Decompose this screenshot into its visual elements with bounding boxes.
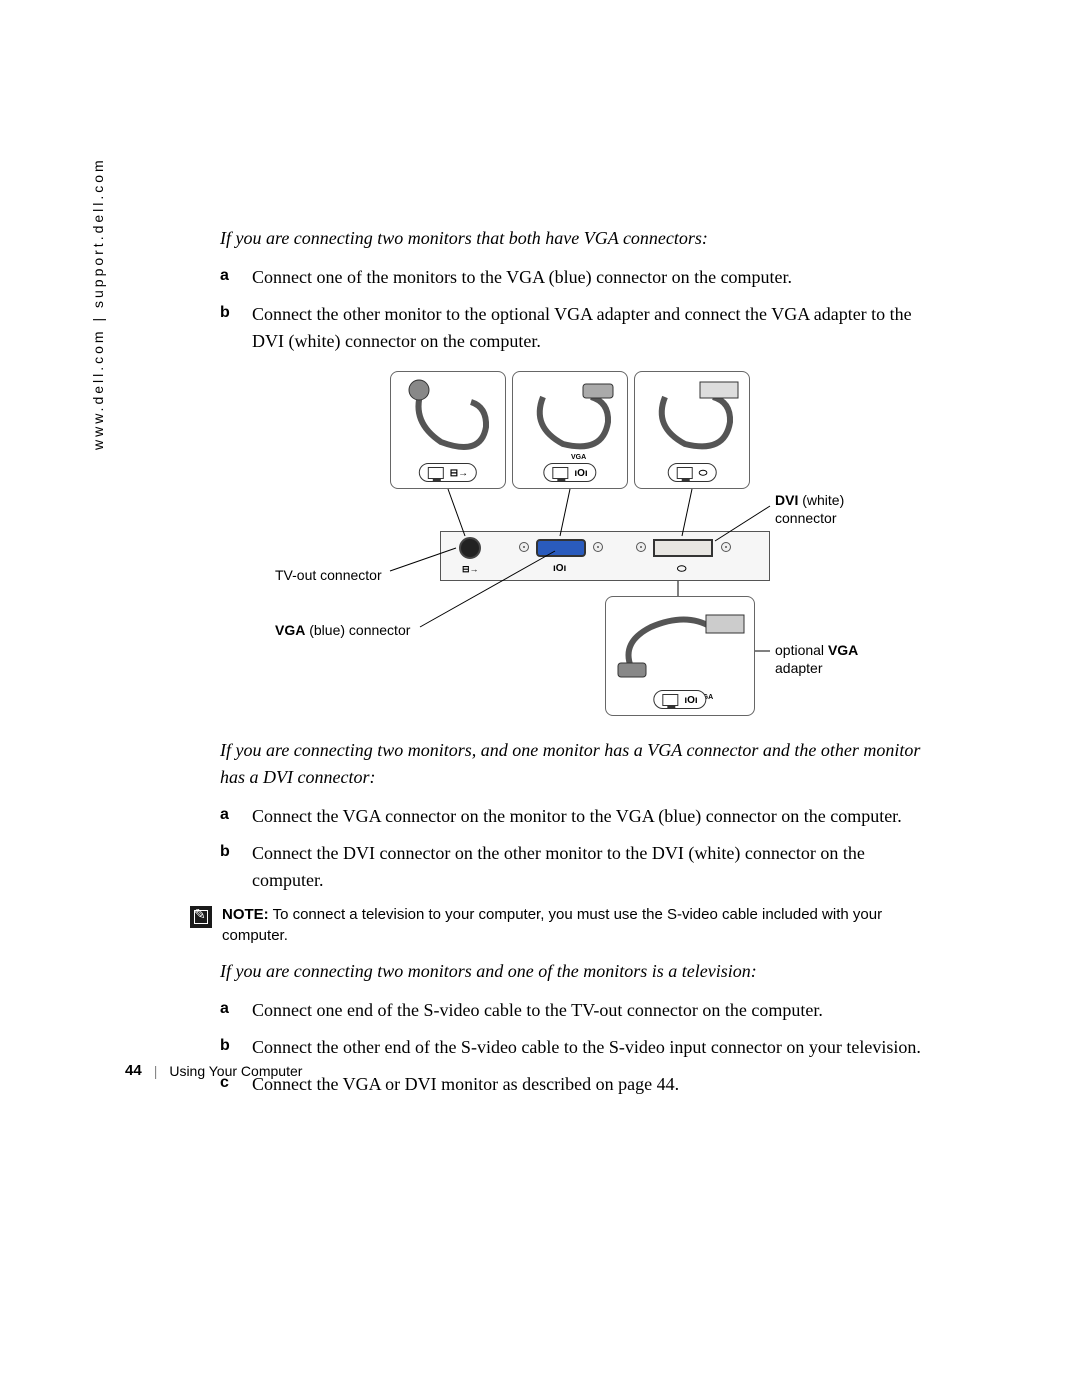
step-item: b Connect the other end of the S-video c… xyxy=(220,1034,940,1061)
step-text: Connect the other end of the S-video cab… xyxy=(252,1034,940,1061)
step-text: Connect the other monitor to the optiona… xyxy=(252,301,940,355)
step-text: Connect one end of the S-video cable to … xyxy=(252,997,940,1024)
monitor-icon xyxy=(677,467,693,479)
step-text: Connect the VGA connector on the monitor… xyxy=(252,803,940,830)
step-letter: b xyxy=(220,840,252,894)
vga-glyph-icon: ıOı xyxy=(574,468,587,479)
vga-glyph-icon: ıOı xyxy=(553,563,566,574)
step-letter: b xyxy=(220,1034,252,1061)
step-letter: b xyxy=(220,301,252,355)
note-text: NOTE: To connect a television to your co… xyxy=(222,904,940,946)
step-item: a Connect one end of the S-video cable t… xyxy=(220,997,940,1024)
step-letter: a xyxy=(220,997,252,1024)
dvi-cable-box: ⬭ xyxy=(634,371,750,489)
label-optional-vga: optional VGA adapter xyxy=(775,641,875,677)
section3-steps: a Connect one end of the S-video cable t… xyxy=(220,997,940,1098)
svideo-pill-icon: ⊟→ xyxy=(419,463,477,482)
step-text: Connect the DVI connector on the other m… xyxy=(252,840,940,894)
step-letter: a xyxy=(220,264,252,291)
monitor-icon xyxy=(552,467,568,479)
note-icon xyxy=(190,906,212,928)
section1-steps: a Connect one of the monitors to the VGA… xyxy=(220,264,940,355)
dvi-glyph-icon: ⬭ xyxy=(699,468,708,479)
dvi-pill-icon: ⬭ xyxy=(668,463,717,482)
tvout-port-icon xyxy=(459,537,481,559)
page-footer: 44 | Using Your Computer xyxy=(125,1062,302,1079)
vga-adapter-box: VGA ıOı xyxy=(605,596,755,716)
tvout-glyph-icon: ⊟→ xyxy=(462,564,479,575)
screw-icon xyxy=(636,542,646,552)
step-letter: a xyxy=(220,803,252,830)
vga-port-icon xyxy=(536,539,586,557)
section2-intro: If you are connecting two monitors, and … xyxy=(220,737,940,791)
label-dvi-white: DVI (white) connector xyxy=(775,491,870,527)
vga-glyph-icon: ıOı xyxy=(684,695,697,706)
section3-intro: If you are connecting two monitors and o… xyxy=(220,958,940,985)
step-item: b Connect the DVI connector on the other… xyxy=(220,840,940,894)
svideo-cable-box: ⊟→ xyxy=(390,371,506,489)
screw-icon xyxy=(721,542,731,552)
note-block: NOTE: To connect a television to your co… xyxy=(190,904,940,946)
screw-icon xyxy=(593,542,603,552)
monitor-icon xyxy=(662,694,678,706)
vga-tiny-label: VGA xyxy=(571,454,586,461)
step-text: Connect the VGA or DVI monitor as descri… xyxy=(252,1071,940,1098)
step-item: a Connect one of the monitors to the VGA… xyxy=(220,264,940,291)
page-number: 44 xyxy=(125,1062,142,1079)
monitor-icon xyxy=(428,467,444,479)
tvout-glyph-icon: ⊟→ xyxy=(450,468,468,479)
footer-separator: | xyxy=(154,1063,158,1079)
dvi-port-icon xyxy=(653,539,713,557)
screw-icon xyxy=(519,542,529,552)
vga-pill-icon: ıOı xyxy=(653,690,706,709)
connector-diagram: ⊟→ VGA ıOı ⬭ xyxy=(300,371,880,721)
page-content: If you are connecting two monitors that … xyxy=(220,225,940,1108)
port-panel: ⊟→ ıOı ⬭ xyxy=(440,531,770,581)
step-item: b Connect the other monitor to the optio… xyxy=(220,301,940,355)
label-tvout: TV-out connector xyxy=(275,566,382,584)
section2-steps: a Connect the VGA connector on the monit… xyxy=(220,803,940,894)
step-item: a Connect the VGA connector on the monit… xyxy=(220,803,940,830)
vga-cable-box: VGA ıOı xyxy=(512,371,628,489)
sidebar-url: www.dell.com | support.dell.com xyxy=(90,157,106,450)
label-vga-blue: VGA (blue) connector xyxy=(275,621,410,639)
chapter-title: Using Your Computer xyxy=(169,1063,302,1079)
step-text: Connect one of the monitors to the VGA (… xyxy=(252,264,940,291)
dvi-glyph-icon: ⬭ xyxy=(677,563,686,576)
section1-intro: If you are connecting two monitors that … xyxy=(220,225,940,252)
vga-pill-icon: ıOı xyxy=(543,463,596,482)
step-item: c Connect the VGA or DVI monitor as desc… xyxy=(220,1071,940,1098)
